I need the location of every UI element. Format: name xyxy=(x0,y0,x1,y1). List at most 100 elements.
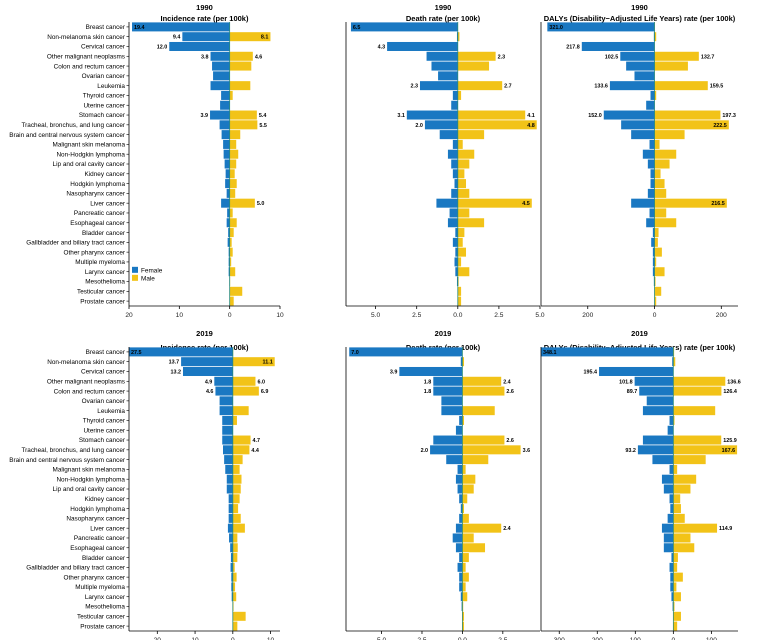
male-bar xyxy=(229,247,233,257)
male-bar xyxy=(229,188,236,198)
data-label: 132.7 xyxy=(701,54,715,60)
male-bar xyxy=(654,286,662,296)
female-bar xyxy=(457,562,463,572)
female-bar xyxy=(663,484,674,494)
data-label: 6.0 xyxy=(257,379,265,385)
male-bar xyxy=(232,504,239,514)
male-bar xyxy=(457,188,470,198)
female-bar xyxy=(225,464,233,474)
data-label: 348.1 xyxy=(543,350,557,356)
female-bar xyxy=(454,257,458,267)
category-label: Stomach cancer xyxy=(79,112,126,119)
female-bar xyxy=(426,51,458,61)
data-label: 12.0 xyxy=(157,44,168,50)
male-bar xyxy=(232,494,240,504)
female-bar xyxy=(649,208,655,218)
female-bar xyxy=(670,572,674,582)
x-tick-label: 10 xyxy=(176,312,184,319)
data-label: 2.0 xyxy=(421,448,429,454)
x-tick-label: 100 xyxy=(706,637,717,640)
female-bar xyxy=(667,425,674,435)
x-tick-label: 20 xyxy=(154,637,162,640)
female-bar xyxy=(452,533,463,543)
male-bar xyxy=(673,523,718,533)
female-bar xyxy=(670,582,674,592)
male-bar xyxy=(229,237,232,247)
male-bar xyxy=(673,464,678,474)
female-bar xyxy=(441,406,463,416)
male-bar xyxy=(462,376,502,386)
male-bar xyxy=(229,296,234,306)
female-bar xyxy=(647,159,655,169)
male-bar xyxy=(229,218,237,228)
panel-1990-1: 1990 Incidence rate (per 100k) 19.4 9.4 8.1 1… xyxy=(9,3,284,319)
male-bar xyxy=(457,267,470,277)
male-bar xyxy=(654,267,665,277)
female-legend-label: Female xyxy=(141,267,163,274)
male-bar xyxy=(462,484,474,494)
category-label: Larynx cancer xyxy=(85,269,126,276)
male-bar xyxy=(673,415,675,425)
data-label: 1.8 xyxy=(424,379,432,385)
female-bar xyxy=(431,61,458,71)
data-label: 13.2 xyxy=(170,369,181,375)
female-bar xyxy=(228,504,233,514)
male-bar xyxy=(457,257,462,267)
category-label: Tracheal, bronchus, and lung cancer xyxy=(22,447,126,454)
category-label: Mesothelioma xyxy=(85,604,125,611)
female-bar xyxy=(451,100,458,110)
female-bar xyxy=(132,22,230,32)
category-label: Leukemia xyxy=(97,83,125,90)
male-bar xyxy=(654,228,659,238)
female-bar xyxy=(229,533,233,543)
female-bar xyxy=(230,543,233,553)
x-tick-label: 2.5 xyxy=(498,637,507,640)
male-bar xyxy=(462,445,521,455)
female-bar xyxy=(226,484,233,494)
x-tick-label: 5.0 xyxy=(371,312,380,319)
data-label: 102.5 xyxy=(605,54,619,60)
category-label: Tracheal, bronchus, and lung cancer xyxy=(22,122,126,129)
category-label: Non-Hodgkin lymphoma xyxy=(56,476,125,483)
x-tick-label: 200 xyxy=(582,312,593,319)
female-bar xyxy=(459,513,463,523)
female-bar xyxy=(460,357,463,367)
data-label: 13.7 xyxy=(169,360,180,366)
female-bar xyxy=(220,100,230,110)
female-bar xyxy=(671,553,674,563)
female-bar xyxy=(621,120,655,130)
female-bar xyxy=(663,543,674,553)
male-bar xyxy=(673,406,716,416)
category-label: Hodgkin lymphoma xyxy=(70,181,125,188)
category-label: Malignant skin melanoma xyxy=(53,467,126,474)
male-legend-label: Male xyxy=(141,275,155,282)
female-bar xyxy=(459,572,463,582)
male-bar xyxy=(673,602,675,612)
female-bar xyxy=(406,110,458,120)
x-tick-label: 0 xyxy=(672,637,676,640)
male-bar xyxy=(654,257,657,267)
male-bar xyxy=(673,484,691,494)
female-bar xyxy=(599,366,674,376)
data-label: 167.6 xyxy=(722,448,736,454)
male-bar xyxy=(462,513,469,523)
female-bar xyxy=(451,159,458,169)
male-bar xyxy=(462,621,465,631)
female-bar xyxy=(620,51,655,61)
category-label: Leukemia xyxy=(97,408,125,415)
category-label: Uterine cancer xyxy=(83,102,125,109)
category-label: Nasopharynx cancer xyxy=(66,516,125,523)
male-bar xyxy=(232,533,238,543)
category-label: Kidney cancer xyxy=(85,496,126,503)
panel-title: Incidence rate (per 100k) xyxy=(161,14,249,23)
x-tick-label: 300 xyxy=(554,637,565,640)
male-bar xyxy=(462,533,474,543)
male-bar xyxy=(232,445,250,455)
male-bar xyxy=(654,247,662,257)
female-bar xyxy=(669,562,674,572)
x-tick-label: 0 xyxy=(653,312,657,319)
male-bar xyxy=(673,474,697,484)
female-bar xyxy=(228,228,230,238)
female-bar xyxy=(181,357,233,367)
category-label: Mesothelioma xyxy=(85,279,125,286)
